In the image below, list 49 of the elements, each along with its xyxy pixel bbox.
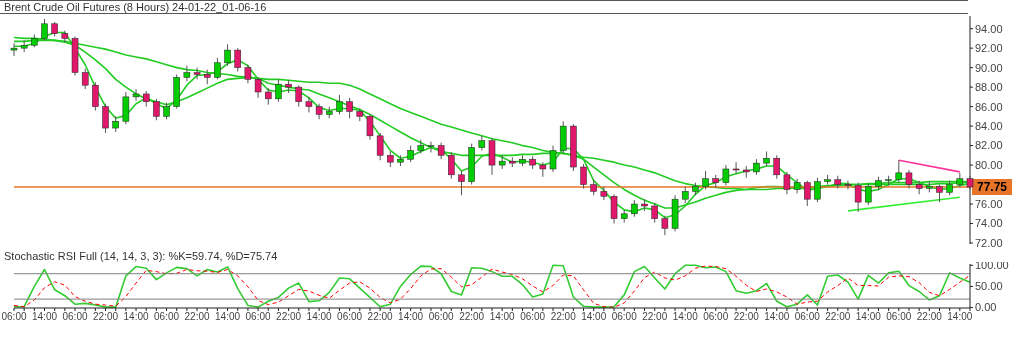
x-tick-label: 14:00 (32, 311, 58, 323)
x-tick-label: 22:00 (642, 311, 668, 323)
x-tick-label: 06:00 (1, 311, 27, 323)
y-tick-label: 100.00 (975, 259, 1009, 272)
x-tick-label: 22:00 (550, 311, 577, 323)
y-tick-label: 90.00 (975, 61, 1003, 74)
y-tick-label: 84.00 (975, 120, 1003, 133)
y-tick-label: 82.00 (975, 139, 1003, 152)
y-tick-label: 50.00 (975, 280, 1003, 293)
x-tick-label: 14:00 (947, 311, 973, 323)
y-tick-label: 76.00 (975, 197, 1003, 210)
x-tick-label: 14:00 (672, 311, 699, 323)
y-tick-label: 72.00 (975, 236, 1003, 249)
x-tick-label: 06:00 (62, 311, 88, 323)
y-tick-label: 80.00 (975, 158, 1003, 171)
x-tick-label: 14:00 (306, 311, 333, 323)
x-tick-label: 06:00 (520, 311, 546, 323)
y-tick-label: 0.00 (975, 301, 997, 314)
y-tick-label: 94.00 (975, 22, 1003, 35)
x-tick-label: 06:00 (154, 311, 180, 323)
x-tick-label: 22:00 (367, 311, 394, 323)
x-tick-label: 06:00 (794, 311, 821, 323)
x-tick-label: 14:00 (764, 311, 790, 323)
y-tick-label: 88.00 (975, 81, 1003, 94)
ref-line-label: 77.75 (976, 180, 1008, 194)
x-tick-label: 22:00 (733, 311, 760, 323)
x-tick-label: 22:00 (93, 311, 119, 323)
x-tick-label: 22:00 (276, 311, 302, 323)
x-tick-label: 06:00 (611, 311, 638, 323)
x-tick-label: 22:00 (459, 311, 485, 323)
chart-title: Stochastic RSI Full (14, 14, 3, 3): %K=59.74, %D=75.74 (3, 250, 279, 262)
chart-title: Brent Crude Oil Futures (8 Hours) 24-01-22_01-06-16 (0, 0, 968, 14)
x-tick-label: 14:00 (581, 311, 607, 323)
y-tick-label: 92.00 (975, 42, 1003, 55)
x-tick-label: 06:00 (886, 311, 912, 323)
x-tick-label: 14:00 (215, 311, 241, 323)
x-tick-label: 22:00 (184, 311, 211, 323)
x-tick-label: 06:00 (703, 311, 729, 323)
x-tick-label: 06:00 (428, 311, 455, 323)
y-tick-label: 74.00 (975, 217, 1003, 230)
x-tick-label: 06:00 (337, 311, 363, 323)
x-tick-label: 14:00 (398, 311, 424, 323)
x-tick-label: 06:00 (245, 311, 272, 323)
x-tick-label: 22:00 (825, 311, 851, 323)
x-tick-label: 14:00 (489, 311, 516, 323)
x-tick-label: 14:00 (123, 311, 149, 323)
y-tick-label: 86.00 (975, 100, 1003, 113)
x-tick-label: 14:00 (855, 311, 882, 323)
x-tick-label: 22:00 (916, 311, 943, 323)
